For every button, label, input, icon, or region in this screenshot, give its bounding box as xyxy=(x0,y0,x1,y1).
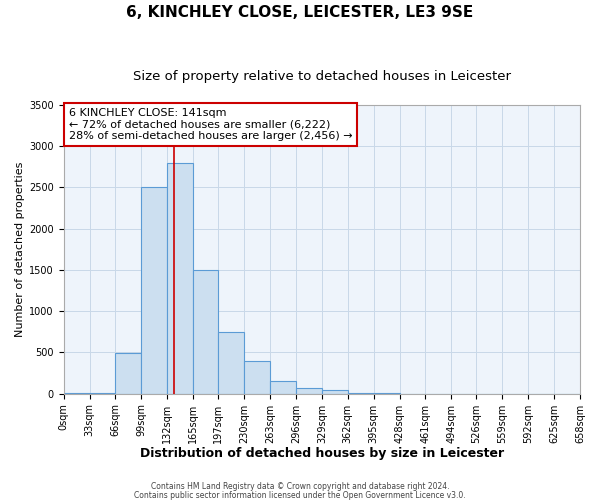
Y-axis label: Number of detached properties: Number of detached properties xyxy=(15,162,25,337)
Bar xyxy=(115,354,142,394)
Bar xyxy=(270,382,296,394)
Bar xyxy=(296,388,322,394)
Bar xyxy=(218,332,244,394)
Bar xyxy=(322,390,348,394)
Text: Contains HM Land Registry data © Crown copyright and database right 2024.: Contains HM Land Registry data © Crown c… xyxy=(151,482,449,491)
Bar xyxy=(193,270,218,394)
Title: Size of property relative to detached houses in Leicester: Size of property relative to detached ho… xyxy=(133,70,511,83)
Text: 6, KINCHLEY CLOSE, LEICESTER, LE3 9SE: 6, KINCHLEY CLOSE, LEICESTER, LE3 9SE xyxy=(127,5,473,20)
X-axis label: Distribution of detached houses by size in Leicester: Distribution of detached houses by size … xyxy=(140,447,504,460)
Bar xyxy=(142,188,167,394)
Text: Contains public sector information licensed under the Open Government Licence v3: Contains public sector information licen… xyxy=(134,490,466,500)
Text: 6 KINCHLEY CLOSE: 141sqm
← 72% of detached houses are smaller (6,222)
28% of sem: 6 KINCHLEY CLOSE: 141sqm ← 72% of detach… xyxy=(69,108,352,141)
Bar xyxy=(244,360,270,394)
Bar xyxy=(167,162,193,394)
